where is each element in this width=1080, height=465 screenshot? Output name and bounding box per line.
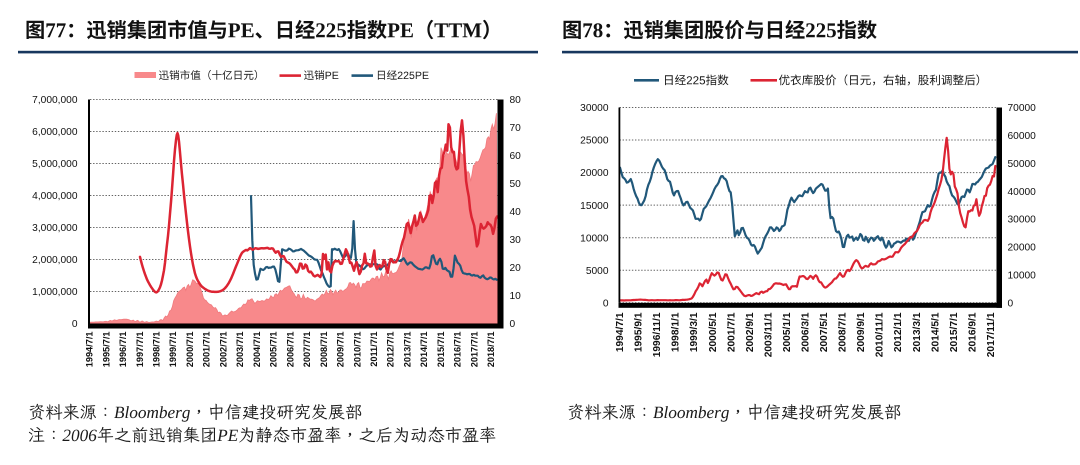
svg-text:2011/7/1: 2011/7/1	[369, 332, 379, 367]
svg-text:5,000,000: 5,000,000	[32, 159, 78, 170]
svg-text:2010/7/1: 2010/7/1	[352, 332, 362, 368]
svg-text:2014/5/1: 2014/5/1	[930, 312, 941, 352]
svg-text:2014/7/1: 2014/7/1	[419, 332, 429, 368]
svg-text:60: 60	[510, 151, 522, 162]
svg-text:2007/5/1: 2007/5/1	[819, 312, 830, 352]
svg-text:1998/1/1: 1998/1/1	[671, 312, 682, 352]
svg-text:60000: 60000	[1008, 131, 1037, 142]
svg-text:1994/7/1: 1994/7/1	[615, 312, 626, 352]
svg-text:2009/7/1: 2009/7/1	[336, 332, 346, 368]
svg-text:30000: 30000	[1008, 215, 1037, 226]
svg-text:2003/11/1: 2003/11/1	[763, 312, 774, 357]
svg-text:70000: 70000	[1008, 103, 1037, 114]
svg-text:2015/7/1: 2015/7/1	[436, 332, 446, 368]
svg-text:15000: 15000	[580, 201, 609, 212]
svg-text:2017/7/1: 2017/7/1	[469, 332, 479, 368]
svg-text:30: 30	[510, 235, 522, 246]
svg-text:2008/7/1: 2008/7/1	[319, 332, 329, 368]
svg-text:0: 0	[1008, 298, 1014, 309]
svg-text:2004/7/1: 2004/7/1	[252, 332, 262, 368]
svg-text:4,000,000: 4,000,000	[32, 191, 78, 202]
svg-text:1999/3/1: 1999/3/1	[689, 312, 700, 352]
svg-text:5000: 5000	[586, 266, 609, 277]
svg-text:80: 80	[510, 95, 522, 106]
svg-text:1997/7/1: 1997/7/1	[135, 332, 145, 368]
svg-text:1996/11/1: 1996/11/1	[652, 312, 663, 357]
svg-text:0: 0	[510, 319, 516, 330]
svg-text:20: 20	[510, 263, 522, 274]
svg-text:2013/7/1: 2013/7/1	[403, 332, 413, 368]
svg-text:2016/7/1: 2016/7/1	[453, 332, 463, 368]
svg-text:2017/11/1: 2017/11/1	[986, 312, 997, 357]
svg-text:20000: 20000	[580, 168, 609, 179]
svg-text:1994/7/1: 1994/7/1	[85, 332, 95, 368]
svg-text:1996/7/1: 1996/7/1	[118, 332, 128, 368]
svg-text:3,000,000: 3,000,000	[32, 223, 78, 234]
svg-text:2001/7/1: 2001/7/1	[202, 332, 212, 368]
svg-text:2008/7/1: 2008/7/1	[838, 312, 849, 352]
svg-text:1995/9/1: 1995/9/1	[634, 312, 645, 352]
svg-text:30000: 30000	[580, 103, 609, 114]
svg-text:40000: 40000	[1008, 187, 1037, 198]
svg-text:10000: 10000	[580, 233, 609, 244]
svg-text:2005/7/1: 2005/7/1	[269, 332, 279, 368]
svg-text:6,000,000: 6,000,000	[32, 127, 78, 138]
svg-text:2006/7/1: 2006/7/1	[285, 332, 295, 368]
svg-text:2000/5/1: 2000/5/1	[708, 312, 719, 352]
svg-text:20000: 20000	[1008, 243, 1037, 254]
svg-text:2000/7/1: 2000/7/1	[185, 332, 195, 368]
svg-text:2002/9/1: 2002/9/1	[745, 312, 756, 352]
svg-text:0: 0	[72, 319, 78, 330]
svg-text:2003/7/1: 2003/7/1	[235, 332, 245, 368]
svg-text:2001/7/1: 2001/7/1	[726, 312, 737, 352]
svg-text:2012/1/1: 2012/1/1	[893, 312, 904, 352]
svg-text:2010/11/1: 2010/11/1	[875, 312, 886, 357]
svg-text:2,000,000: 2,000,000	[32, 255, 78, 266]
svg-text:10000: 10000	[1008, 271, 1037, 282]
svg-text:1998/7/1: 1998/7/1	[152, 332, 162, 368]
svg-text:2006/3/1: 2006/3/1	[801, 312, 812, 352]
svg-text:1999/7/1: 1999/7/1	[168, 332, 178, 368]
svg-text:70: 70	[510, 123, 522, 134]
svg-text:40: 40	[510, 207, 522, 218]
svg-text:2012/7/1: 2012/7/1	[386, 332, 396, 368]
svg-text:2005/1/1: 2005/1/1	[782, 312, 793, 352]
svg-text:10: 10	[510, 291, 522, 302]
svg-text:0: 0	[603, 298, 609, 309]
svg-text:2016/9/1: 2016/9/1	[967, 312, 978, 352]
svg-text:2009/9/1: 2009/9/1	[856, 312, 867, 352]
svg-text:7,000,000: 7,000,000	[32, 95, 78, 106]
svg-text:50000: 50000	[1008, 159, 1037, 170]
svg-text:1,000,000: 1,000,000	[32, 287, 78, 298]
svg-text:2013/3/1: 2013/3/1	[912, 312, 923, 352]
svg-text:25000: 25000	[580, 136, 609, 147]
svg-text:50: 50	[510, 179, 522, 190]
svg-text:2007/7/1: 2007/7/1	[302, 332, 312, 368]
svg-text:2002/7/1: 2002/7/1	[218, 332, 228, 368]
svg-text:2015/7/1: 2015/7/1	[949, 312, 960, 352]
svg-text:1995/7/1: 1995/7/1	[101, 332, 111, 368]
svg-text:2018/7/1: 2018/7/1	[486, 331, 496, 367]
